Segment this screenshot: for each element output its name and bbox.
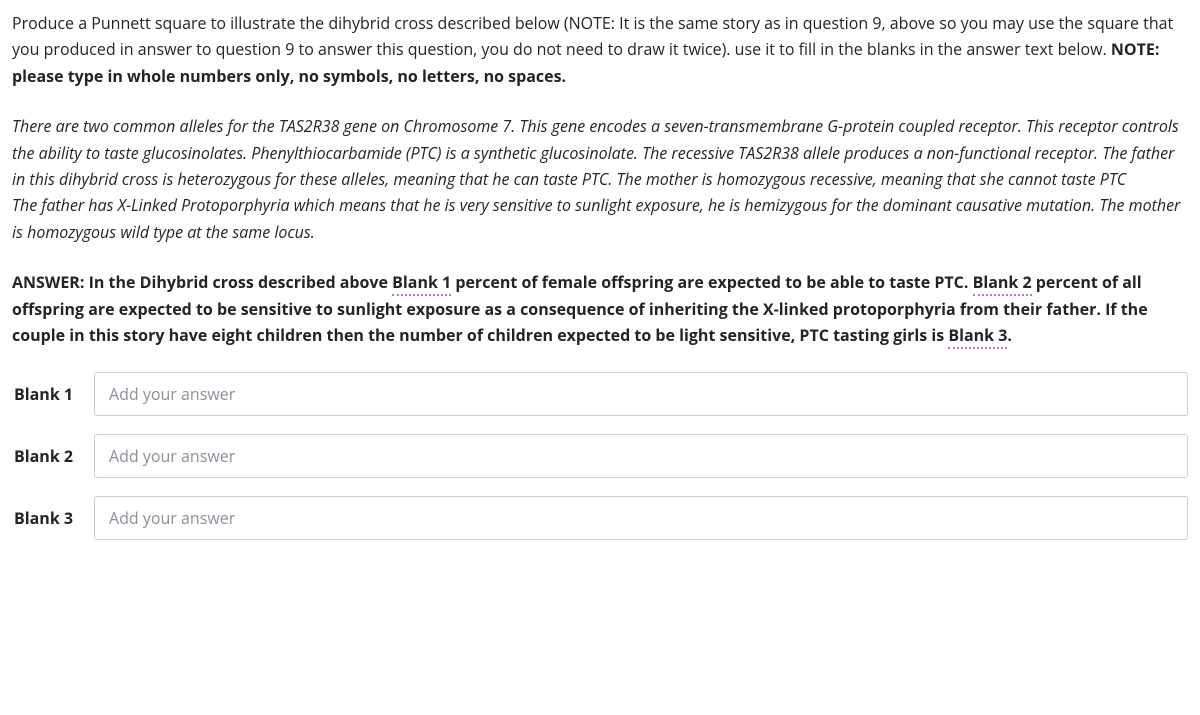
- answer-lead: ANSWER: In the Dihybrid cross described …: [12, 271, 392, 293]
- story-paragraph: There are two common alleles for the TAS…: [12, 113, 1188, 245]
- answer-seg-1: percent of female offspring are expected…: [451, 271, 972, 293]
- blank-label-1: Blank 1: [14, 381, 78, 407]
- blank-input-3[interactable]: [94, 496, 1188, 540]
- blank-label-3: Blank 3: [14, 505, 78, 531]
- blank-ref-1: Blank 1: [392, 271, 451, 296]
- intro-paragraph: Produce a Punnett square to illustrate t…: [12, 10, 1188, 89]
- blank-row-1: Blank 1: [14, 372, 1188, 416]
- blanks-container: Blank 1 Blank 2 Blank 3: [12, 372, 1188, 540]
- blank-input-2[interactable]: [94, 434, 1188, 478]
- blank-input-1[interactable]: [94, 372, 1188, 416]
- blank-row-3: Blank 3: [14, 496, 1188, 540]
- story-line-1: There are two common alleles for the TAS…: [12, 113, 1188, 192]
- answer-paragraph: ANSWER: In the Dihybrid cross described …: [12, 269, 1188, 348]
- blank-ref-3: Blank 3: [948, 324, 1007, 349]
- blank-ref-2: Blank 2: [973, 271, 1032, 296]
- blank-row-2: Blank 2: [14, 434, 1188, 478]
- answer-tail: .: [1007, 324, 1012, 346]
- intro-text: Produce a Punnett square to illustrate t…: [12, 12, 1173, 60]
- story-line-2: The father has X-Linked Protoporphyria w…: [12, 192, 1188, 245]
- blank-label-2: Blank 2: [14, 443, 78, 469]
